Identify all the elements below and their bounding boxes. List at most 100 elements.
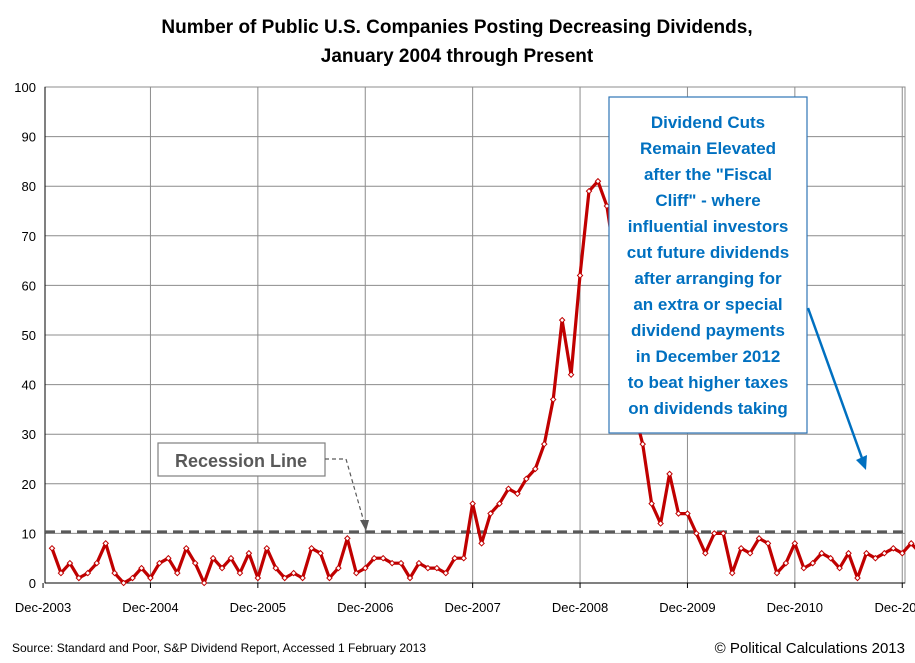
data-point	[505, 485, 512, 493]
data-point	[657, 520, 664, 527]
data-point	[514, 490, 521, 498]
recession-label: Recession Line	[175, 451, 307, 471]
data-point	[576, 272, 584, 279]
annotation-line: Remain Elevated	[640, 139, 776, 158]
data-point	[728, 569, 736, 577]
copyright-note: © Political Calculations 2013	[715, 640, 905, 657]
data-point	[540, 440, 548, 448]
data-point	[755, 535, 763, 542]
data-point	[845, 549, 852, 557]
data-point	[898, 549, 906, 557]
data-point	[827, 554, 834, 562]
data-point	[48, 544, 56, 552]
data-point	[567, 371, 575, 378]
data-point	[451, 554, 459, 562]
y-tick-label: 70	[22, 229, 36, 244]
data-point	[460, 554, 468, 562]
y-tick-label: 50	[22, 328, 36, 343]
data-point	[245, 549, 253, 557]
data-point	[881, 549, 888, 557]
recession-pointer	[325, 458, 365, 523]
data-point	[648, 500, 655, 507]
data-point	[191, 559, 199, 567]
data-point	[156, 559, 163, 567]
data-point	[57, 569, 65, 577]
y-tick-label: 60	[22, 278, 36, 293]
annotation-line: after arranging for	[634, 269, 782, 288]
data-point	[111, 569, 118, 577]
y-tick-label: 30	[22, 427, 36, 442]
data-point	[263, 544, 271, 552]
data-point	[75, 574, 83, 582]
y-tick-label: 20	[22, 477, 36, 492]
data-point	[200, 579, 208, 587]
data-point	[344, 535, 351, 542]
x-tick-label: Dec-2003	[15, 600, 71, 615]
y-tick-label: 0	[29, 576, 36, 591]
data-point	[549, 396, 557, 403]
data-point	[531, 465, 539, 473]
data-point	[147, 574, 154, 582]
annotation-line: influential investors	[628, 217, 789, 236]
annotation-arrow-head	[856, 455, 867, 470]
data-point	[594, 177, 602, 185]
data-point	[326, 574, 333, 582]
data-point	[361, 564, 369, 572]
data-point	[496, 500, 503, 507]
data-point	[872, 554, 879, 562]
data-point	[693, 530, 700, 537]
data-point	[907, 540, 915, 547]
data-point	[102, 540, 110, 547]
annotation-line: to beat higher taxes	[628, 373, 789, 392]
data-point	[585, 187, 593, 195]
data-point	[129, 574, 136, 582]
data-point	[227, 554, 235, 562]
data-point	[93, 559, 101, 567]
annotation-line: on dividends taking	[628, 399, 788, 418]
data-point	[523, 475, 530, 483]
data-point	[702, 549, 709, 557]
data-point	[478, 540, 485, 547]
annotation-line: an extra or special	[633, 295, 782, 314]
recession-pointer-head	[360, 520, 369, 531]
data-point	[236, 569, 244, 577]
x-tick-label: Dec-2008	[552, 600, 608, 615]
data-point	[854, 574, 861, 582]
annotation-line: Dividend Cuts	[651, 113, 765, 132]
data-point	[308, 544, 315, 552]
series-decreasing-dividends	[48, 177, 915, 587]
data-point	[379, 554, 387, 562]
data-point	[218, 564, 226, 572]
y-tick-label: 10	[22, 526, 36, 541]
data-point	[684, 510, 691, 517]
annotation-line: after the "Fiscal	[644, 165, 772, 184]
data-point	[424, 564, 432, 572]
data-point	[352, 569, 360, 577]
annotation-box	[608, 96, 808, 434]
x-tick-label: Dec-2006	[337, 600, 393, 615]
data-point	[791, 540, 799, 547]
data-point	[558, 316, 566, 324]
annotation-arrow	[806, 307, 865, 462]
data-point	[370, 554, 378, 562]
data-point	[889, 544, 897, 552]
axes: 0 10 20 30 40 50 60 70 80 90 100 Dec-2003 Dec-2004 De…	[14, 80, 915, 615]
y-tick-label: 40	[22, 378, 36, 393]
x-tick-label: Dec-2004	[122, 600, 178, 615]
data-point	[710, 530, 718, 537]
annotation-line: in December 2012	[636, 347, 781, 366]
data-point	[863, 549, 870, 557]
data-point	[737, 544, 745, 552]
chart-subtitle: January 2004 through Present	[321, 46, 594, 67]
data-point	[209, 554, 217, 562]
x-tick-label: Dec-2005	[230, 600, 286, 615]
annotation-group: Dividend Cuts Remain Elevated after the "F…	[608, 96, 867, 470]
data-point	[469, 500, 476, 507]
data-point	[415, 559, 423, 567]
data-point	[272, 564, 280, 572]
y-tick-label: 100	[14, 80, 36, 95]
data-point	[182, 544, 190, 552]
y-tick-label: 80	[22, 179, 36, 194]
data-point	[299, 574, 306, 582]
